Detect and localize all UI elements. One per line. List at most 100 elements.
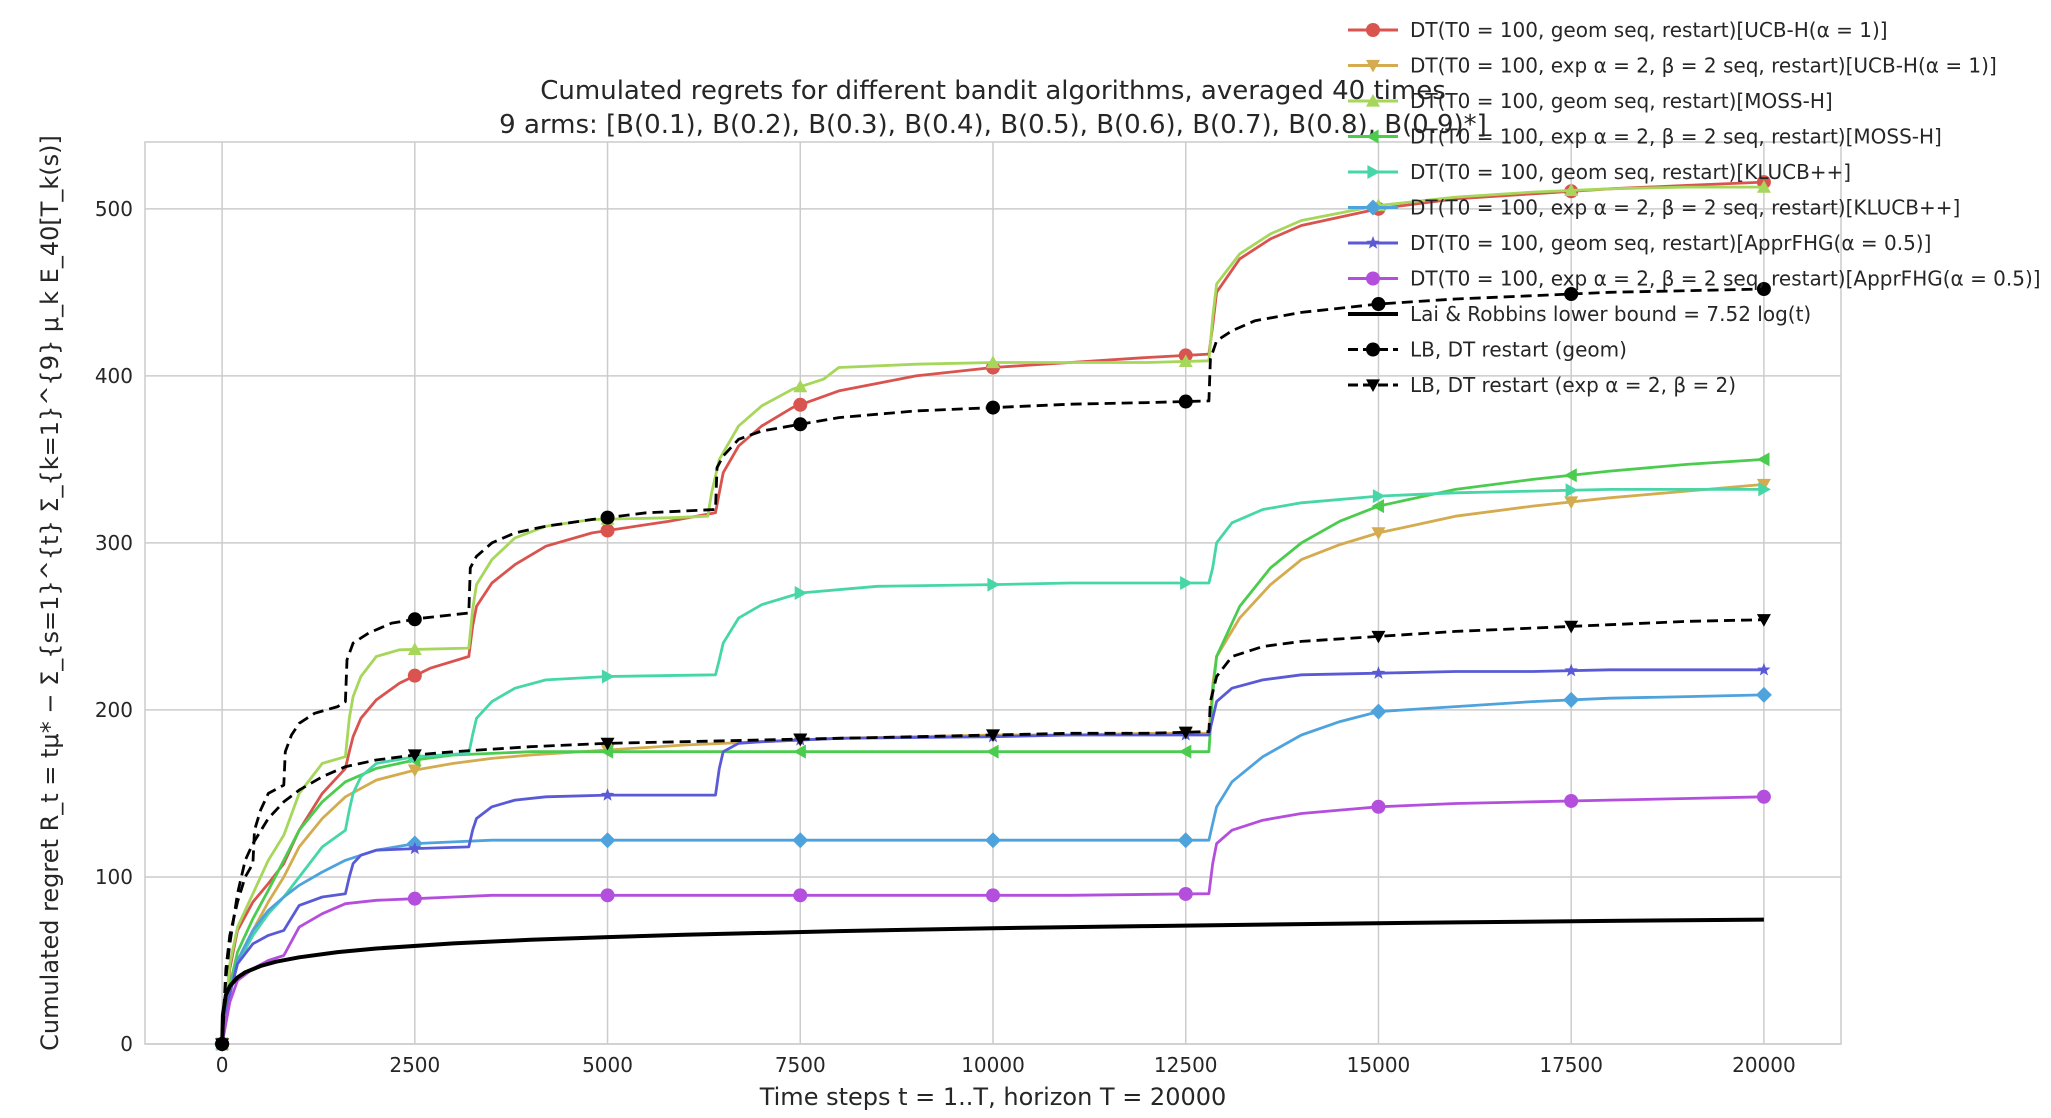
series-9-point-7 — [1564, 287, 1579, 302]
legend-marker-7 — [1366, 271, 1380, 286]
x-tick-label-3: 7500 — [775, 1053, 826, 1077]
series-1-point-8 — [1756, 478, 1771, 492]
series-line-3 — [220, 458, 1764, 1045]
series-10 — [215, 614, 1771, 1051]
series-line-10 — [220, 618, 1764, 1045]
legend-marker-10 — [1366, 379, 1380, 392]
series-7-point-1 — [407, 891, 422, 906]
chart-subtitle: 9 arms: [B(0.1), B(0.2), B(0.3), B(0.4),… — [499, 110, 1487, 140]
y-tick-label-0: 0 — [120, 1032, 133, 1056]
series-6-point-7 — [1564, 663, 1578, 677]
x-tick-label-0: 0 — [216, 1053, 229, 1077]
series-8 — [220, 917, 1764, 1045]
series-2-point-5 — [1178, 354, 1193, 368]
series-10-point-0 — [215, 1038, 230, 1051]
series-line-9 — [220, 287, 1764, 1045]
series-5-point-6 — [1370, 703, 1387, 720]
series-9 — [215, 281, 1771, 1051]
legend-label-0: DT(T0 = 100, geom seq, restart)[UCB-H(α … — [1410, 18, 1888, 42]
series-2-point-4 — [986, 355, 1000, 369]
series-0-point-2 — [600, 523, 615, 538]
legend-label-6: DT(T0 = 100, geom seq, restart)[ApprFHG(… — [1410, 231, 1931, 255]
y-tick-label-5: 500 — [95, 197, 133, 221]
legend-label-5: DT(T0 = 100, exp α = 2, β = 2 seq, resta… — [1410, 196, 1960, 220]
plot-frame — [144, 141, 1842, 1045]
series-line-7 — [220, 795, 1764, 1045]
series-7-point-6 — [1371, 799, 1386, 814]
series-9-point-4 — [986, 400, 1000, 415]
series-4-point-3 — [794, 586, 808, 600]
legend-label-1: DT(T0 = 100, exp α = 2, β = 2 seq, resta… — [1410, 54, 1997, 78]
series-3-point-8 — [1756, 452, 1770, 467]
series-5-point-8 — [1755, 686, 1772, 703]
x-tick-label-7: 17500 — [1539, 1053, 1603, 1077]
y-tick-label-1: 100 — [95, 865, 133, 889]
x-axis-title: Time steps t = 1..T, horizon T = 20000 — [759, 1083, 1227, 1111]
series-3-point-4 — [986, 744, 999, 759]
series-7-point-2 — [600, 888, 615, 903]
series-2-point-7 — [1564, 183, 1579, 197]
series-line-6 — [220, 668, 1764, 1045]
legend: DT(T0 = 100, geom seq, restart)[UCB-H(α … — [1348, 18, 2041, 397]
legend-label-2: DT(T0 = 100, geom seq, restart)[MOSS-H] — [1410, 89, 1833, 113]
series-10-point-4 — [986, 729, 1000, 742]
x-tick-label-1: 2500 — [389, 1053, 440, 1077]
legend-marker-0 — [1366, 23, 1380, 37]
series-4-point-7 — [1565, 483, 1579, 498]
series-4-point-5 — [1180, 575, 1193, 590]
series-10-point-6 — [1371, 630, 1386, 644]
series-1-point-1 — [407, 764, 422, 778]
series-6-point-8 — [1757, 662, 1771, 676]
series-6-point-1 — [408, 841, 422, 855]
series-2-point-3 — [793, 379, 808, 393]
series-0-point-1 — [407, 668, 422, 683]
series-4-point-8 — [1758, 482, 1771, 497]
x-tick-label-5: 12500 — [1154, 1053, 1218, 1077]
series-10-point-8 — [1756, 614, 1771, 627]
series-3-point-6 — [1371, 499, 1385, 514]
series-3-point-7 — [1564, 468, 1577, 483]
series-10-point-2 — [600, 737, 615, 751]
x-tick-label-2: 5000 — [582, 1053, 633, 1077]
series-10-point-3 — [793, 733, 808, 747]
y-tick-label-2: 200 — [95, 698, 133, 722]
x-tick-label-4: 10000 — [961, 1053, 1025, 1077]
legend-marker-6 — [1366, 236, 1380, 249]
series-5-point-7 — [1563, 691, 1580, 708]
series-7 — [215, 789, 1771, 1051]
series-7-point-5 — [1178, 886, 1193, 901]
series-10-point-7 — [1564, 620, 1579, 634]
series-7-point-7 — [1564, 793, 1579, 808]
series-5-point-5 — [1177, 832, 1194, 849]
legend-marker-9 — [1366, 342, 1380, 357]
series-7-point-3 — [793, 888, 808, 903]
series-7-point-8 — [1756, 789, 1771, 804]
y-tick-label-4: 400 — [95, 364, 133, 388]
series-4-point-4 — [987, 577, 1000, 592]
legend-label-3: DT(T0 = 100, exp α = 2, β = 2 seq, resta… — [1410, 125, 1942, 149]
series-3-point-2 — [600, 744, 614, 759]
series-10-point-1 — [407, 749, 422, 763]
series-line-4 — [220, 488, 1764, 1045]
series-2-point-1 — [407, 642, 422, 656]
x-tick-label-6: 15000 — [1347, 1053, 1411, 1077]
series-4 — [216, 482, 1771, 1051]
series-5-point-4 — [985, 832, 1001, 849]
y-tick-label-3: 300 — [95, 531, 133, 555]
series-9-point-8 — [1756, 281, 1771, 296]
chart-title: Cumulated regrets for different bandit a… — [540, 76, 1446, 106]
series-3-point-5 — [1178, 744, 1192, 759]
series-5-point-2 — [599, 832, 616, 849]
legend-label-10: LB, DT restart (exp α = 2, β = 2) — [1410, 373, 1736, 397]
series-10-point-5 — [1178, 726, 1193, 740]
series-9-point-2 — [600, 510, 615, 525]
legend-marker-3 — [1366, 129, 1379, 144]
series-line-8 — [220, 917, 1764, 1045]
legend-marker-2 — [1366, 94, 1380, 107]
series-9-point-3 — [793, 417, 808, 432]
series-line-5 — [220, 693, 1764, 1045]
series-9-point-1 — [407, 612, 422, 627]
series-6-point-6 — [1371, 666, 1386, 679]
